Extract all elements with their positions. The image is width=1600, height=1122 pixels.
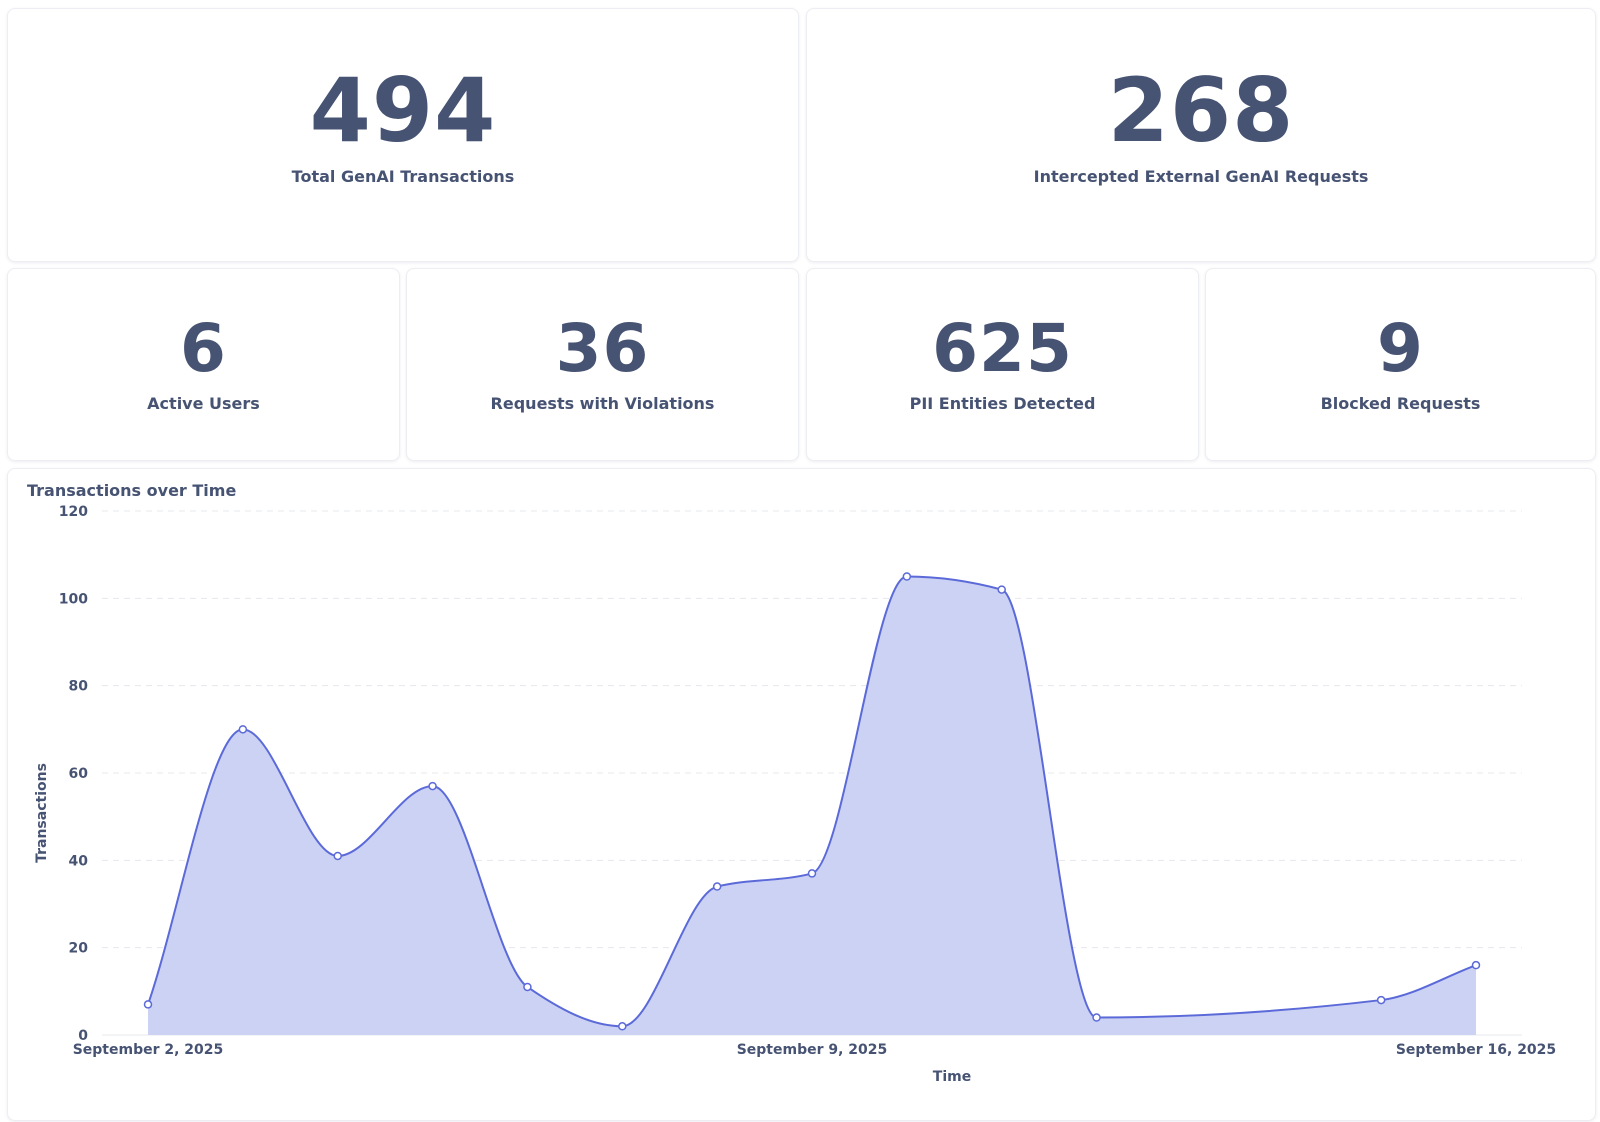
- blocked-requests-label: Blocked Requests: [1320, 394, 1481, 413]
- y-tick-label: 80: [69, 679, 89, 695]
- data-point: [238, 725, 248, 734]
- intercepted-requests-value: 268: [1107, 58, 1295, 162]
- data-point: [807, 869, 817, 878]
- x-tick-label: September 9, 2025: [737, 1042, 888, 1058]
- data-point: [523, 982, 532, 992]
- y-tick-label: 60: [69, 766, 89, 782]
- y-tick-label: 0: [78, 1028, 88, 1044]
- active-users-card: 6 Active Users: [7, 268, 400, 461]
- violations-card: 36 Requests with Violations: [406, 268, 799, 461]
- data-point: [618, 1022, 627, 1031]
- data-point: [333, 851, 342, 861]
- chart-title: Transactions over Time: [27, 481, 237, 500]
- active-users-label: Active Users: [147, 394, 260, 413]
- data-point: [902, 572, 912, 581]
- blocked-requests-card: 9 Blocked Requests: [1205, 268, 1596, 461]
- active-users-value: 6: [180, 310, 227, 387]
- y-tick-label: 100: [59, 591, 88, 607]
- x-axis-title: Time: [933, 1069, 971, 1085]
- total-transactions-value: 494: [309, 58, 497, 162]
- data-point: [1376, 995, 1386, 1005]
- pii-entities-card: 625 PII Entities Detected: [806, 268, 1199, 461]
- data-point: [428, 781, 437, 791]
- data-point: [1092, 1013, 1101, 1022]
- x-tick-label: September 16, 2025: [1396, 1042, 1556, 1058]
- series-area: [148, 576, 1476, 1035]
- intercepted-requests-label: Intercepted External GenAI Requests: [1033, 166, 1369, 186]
- intercepted-requests-card: 268 Intercepted External GenAI Requests: [806, 8, 1596, 262]
- y-axis-title: Transactions: [34, 763, 50, 863]
- y-tick-label: 120: [59, 504, 88, 520]
- pii-entities-value: 625: [932, 310, 1073, 387]
- total-transactions-card: 494 Total GenAI Transactions: [7, 8, 799, 262]
- y-tick-label: 40: [69, 853, 89, 869]
- violations-value: 36: [555, 310, 650, 387]
- data-point: [143, 1000, 153, 1009]
- y-tick-label: 20: [69, 941, 89, 957]
- total-transactions-label: Total GenAI Transactions: [291, 166, 515, 186]
- violations-label: Requests with Violations: [490, 394, 715, 413]
- data-point: [712, 882, 722, 891]
- data-point: [1471, 960, 1481, 970]
- transactions-chart: 0 20 40 60 80 100 120 September 2, 2025 Septembe…: [34, 504, 1556, 1085]
- x-tick-label: September 2, 2025: [73, 1042, 224, 1058]
- pii-entities-label: PII Entities Detected: [909, 394, 1096, 413]
- transactions-chart-card: Transactions over Time 0 20 40 60 80 100 120 Se…: [7, 468, 1596, 1121]
- blocked-requests-value: 9: [1377, 310, 1424, 387]
- data-point: [997, 585, 1006, 594]
